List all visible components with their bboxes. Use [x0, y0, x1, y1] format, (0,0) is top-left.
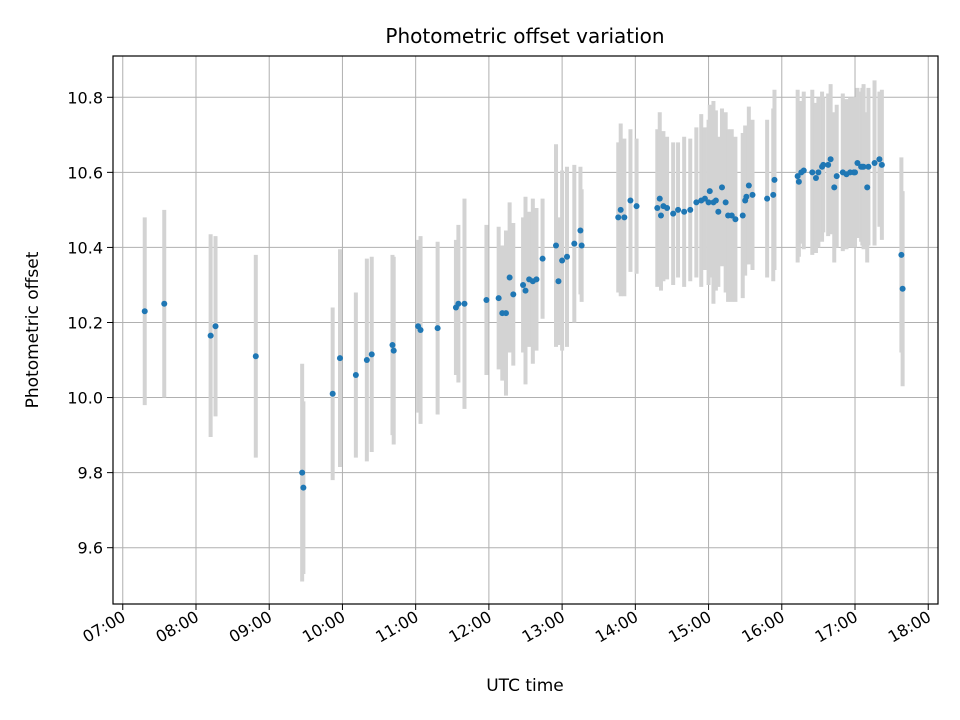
data-point	[764, 195, 771, 202]
y-tick-label: 10.0	[67, 389, 103, 408]
data-point	[336, 355, 343, 362]
data-point	[656, 195, 663, 202]
data-point	[670, 210, 677, 217]
data-point	[578, 242, 585, 249]
data-point	[795, 178, 802, 185]
data-point	[878, 161, 885, 168]
data-point	[615, 214, 622, 221]
data-point	[705, 199, 712, 206]
data-point	[701, 195, 708, 202]
data-point	[860, 163, 867, 170]
data-point	[495, 295, 502, 302]
data-point	[368, 351, 375, 358]
data-point	[675, 206, 682, 213]
y-tick-label: 10.8	[67, 88, 103, 107]
data-point	[712, 197, 719, 204]
data-point	[539, 255, 546, 262]
data-point	[502, 310, 509, 317]
data-point	[681, 208, 688, 215]
data-point	[252, 353, 259, 360]
data-point	[687, 206, 694, 213]
data-point	[522, 287, 529, 294]
data-point	[722, 199, 729, 206]
data-point	[693, 199, 700, 206]
data-point	[812, 174, 819, 181]
data-point	[654, 205, 661, 212]
data-point	[434, 325, 441, 332]
y-tick-label: 9.6	[78, 539, 103, 558]
data-point	[833, 173, 840, 180]
data-point	[770, 191, 777, 198]
data-point	[854, 159, 861, 166]
data-point	[657, 212, 664, 219]
data-point	[212, 323, 219, 330]
data-point	[728, 212, 735, 219]
data-point	[706, 188, 713, 195]
data-point	[852, 169, 859, 176]
data-point	[571, 240, 578, 247]
data-point	[815, 169, 822, 176]
data-point	[820, 161, 827, 168]
data-point	[831, 184, 838, 191]
data-point	[871, 159, 878, 166]
y-tick-label: 9.8	[78, 464, 103, 483]
data-point	[800, 167, 807, 174]
data-point	[633, 203, 640, 210]
x-axis-label: UTC time	[486, 676, 564, 696]
data-point	[664, 205, 671, 212]
data-point	[739, 212, 746, 219]
data-point	[865, 163, 872, 170]
y-tick-label: 10.2	[67, 313, 103, 332]
y-axis-label: Photometric offset	[23, 251, 43, 408]
data-point	[771, 176, 778, 183]
data-point	[745, 182, 752, 189]
data-point	[352, 372, 359, 379]
data-point	[363, 357, 370, 364]
data-point	[718, 184, 725, 191]
data-point	[627, 197, 634, 204]
data-point	[207, 332, 214, 339]
data-point	[141, 308, 148, 315]
y-axis: 9.6 9.8 10.0 10.2 10.4 10.6 10.8	[67, 88, 113, 558]
data-point	[417, 327, 424, 333]
data-point	[559, 257, 566, 264]
data-point	[864, 184, 871, 191]
data-point	[617, 206, 624, 213]
data-point	[577, 227, 584, 234]
data-point	[506, 274, 513, 281]
data-point	[825, 161, 832, 168]
data-point	[299, 469, 306, 476]
data-point	[809, 169, 816, 176]
y-tick-label: 10.4	[67, 238, 103, 257]
data-point	[461, 300, 468, 307]
data-point	[621, 214, 628, 221]
data-point	[876, 156, 883, 163]
data-point	[390, 347, 397, 354]
data-point	[455, 300, 462, 307]
data-point	[510, 291, 517, 298]
data-point	[483, 296, 490, 303]
data-point	[389, 342, 396, 349]
data-point	[555, 278, 562, 285]
data-point	[749, 191, 756, 198]
data-point	[161, 300, 168, 307]
data-point	[899, 285, 906, 292]
plot-frame	[112, 55, 939, 605]
data-point	[827, 156, 834, 163]
data-point	[520, 281, 527, 288]
data-point	[898, 251, 905, 258]
data-point	[533, 276, 540, 283]
chart-title: Photometric offset variation	[385, 24, 664, 48]
data-point	[794, 173, 801, 180]
data-point	[743, 193, 750, 200]
data-point	[563, 253, 570, 260]
data-point	[553, 242, 560, 249]
data-points	[141, 156, 906, 491]
data-point	[300, 484, 307, 491]
data-point	[715, 208, 722, 215]
data-point	[329, 390, 336, 397]
y-tick-label: 10.6	[67, 163, 103, 182]
data-point	[732, 216, 739, 223]
